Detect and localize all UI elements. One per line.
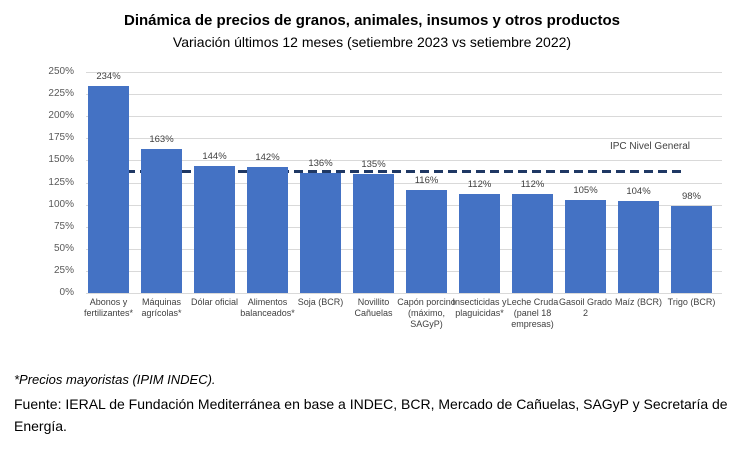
bar — [565, 200, 606, 293]
source-text: Fuente: IERAL de Fundación Mediterránea … — [14, 396, 728, 434]
gridline — [86, 226, 722, 228]
gridline — [86, 116, 722, 118]
y-tick-label: 150% — [48, 154, 74, 166]
bar — [618, 201, 659, 293]
y-tick-label: 200% — [48, 110, 74, 122]
y-tick-label: 50% — [53, 242, 74, 254]
category-label: Trigo (BCR) — [667, 297, 716, 307]
bar-value-label: 105% — [573, 185, 598, 197]
bar-value-label: 98% — [681, 191, 701, 203]
bar-value-label: 104% — [626, 186, 651, 198]
footnote: *Precios mayoristas (IPIM INDEC). — [14, 372, 216, 387]
bar — [406, 190, 447, 293]
y-tick-label: 225% — [48, 88, 74, 100]
category-label: Máquinas agrícolas* — [141, 297, 182, 318]
bar-value-label: 163% — [149, 133, 174, 145]
gridline — [86, 248, 722, 250]
category-label: Leche Cruda (panel 18 empresas) — [506, 297, 559, 329]
category-label: Soja (BCR) — [297, 297, 344, 307]
gridline — [86, 293, 722, 294]
category-label: Novillito Cañuelas — [354, 297, 393, 318]
gridline — [86, 72, 722, 73]
chart-subtitle: Variación últimos 12 meses (setiembre 20… — [172, 34, 572, 50]
bar-value-label: 136% — [308, 157, 333, 169]
gridline — [86, 160, 722, 162]
bar — [512, 194, 553, 293]
category-label: Capón porcino (máximo, SAGyP) — [397, 297, 456, 329]
bar — [300, 172, 341, 293]
bar — [141, 148, 182, 293]
y-tick-label: 250% — [48, 66, 74, 77]
category-label: Gasoil Grado 2 — [558, 297, 613, 318]
category-label: Alimentos balanceados* — [240, 297, 295, 318]
y-tick-label: 125% — [48, 176, 74, 188]
chart-title: Dinámica de precios de granos, animales,… — [124, 12, 620, 29]
bar-value-label: 112% — [467, 178, 492, 190]
bar-value-label: 135% — [361, 158, 386, 170]
bar-value-label: 234% — [96, 71, 121, 83]
bar — [353, 173, 394, 293]
bar — [459, 194, 500, 293]
gridline — [86, 204, 722, 206]
category-label: Dólar oficial — [190, 297, 239, 307]
category-label: Abonos y fertilizantes* — [83, 297, 134, 318]
bar — [88, 86, 129, 293]
y-tick-label: 75% — [53, 220, 74, 232]
bar-value-label: 142% — [255, 152, 280, 164]
bar-value-label: 112% — [520, 178, 545, 190]
bar — [194, 165, 235, 293]
gridline — [86, 94, 722, 96]
category-label: Insecticidas y plaguicidas* — [452, 297, 507, 318]
y-axis: 0% 25% 50% 75% 100% 125% 150% 175% 200% 225% 250% — [0, 67, 80, 298]
y-tick-label: 0% — [59, 287, 74, 298]
category-label: Maíz (BCR) — [615, 297, 662, 307]
gridline — [86, 138, 722, 140]
gridline — [86, 270, 722, 272]
bar — [671, 206, 712, 293]
y-tick-label: 25% — [53, 264, 74, 276]
y-tick-label: 175% — [48, 132, 74, 144]
bar-value-label: 144% — [202, 150, 227, 162]
bar — [247, 167, 288, 293]
ipc-reference-line-label: IPC Nivel General — [609, 141, 690, 152]
bar-value-label: 116% — [414, 175, 439, 187]
ipc-reference-line — [98, 170, 683, 173]
y-tick-label: 100% — [48, 198, 74, 210]
gridline — [86, 182, 722, 184]
plot-area: IPC Nivel General 234% 163% 144% 142% 136% 13… — [86, 72, 722, 294]
x-axis: Abonos y fertilizantes* Máquinas agrícola… — [84, 297, 722, 357]
